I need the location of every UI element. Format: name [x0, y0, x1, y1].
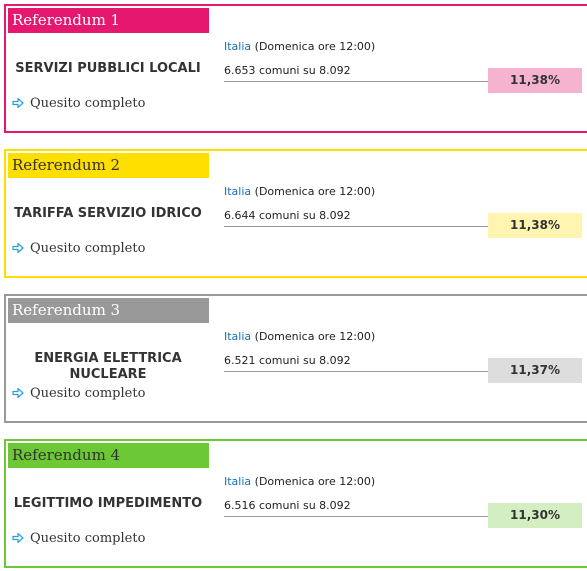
referendum-label: Referendum 2 [8, 153, 209, 178]
comuni-count: 6.521 comuni su 8.092 [224, 354, 351, 367]
turnout-percent: 11,37% [488, 358, 582, 383]
turnout-percent: 11,30% [488, 503, 582, 528]
region: Italia [224, 40, 252, 53]
region: Italia [224, 185, 252, 198]
time: (Domenica ore 12:00) [254, 40, 376, 53]
divider [224, 226, 488, 227]
referendum-card: Referendum 2 TARIFFA SERVIZIO IDRICO Quesi… [4, 149, 587, 278]
arrow-icon [12, 388, 24, 398]
time: (Domenica ore 12:00) [254, 330, 376, 343]
time: (Domenica ore 12:00) [254, 185, 376, 198]
full-question-link[interactable]: Quesito completo [30, 386, 146, 401]
region: Italia [224, 475, 252, 488]
divider [224, 81, 488, 82]
time-info: Italia (Domenica ore 12:00) [224, 185, 375, 198]
divider [224, 371, 488, 372]
referendum-title: LEGITTIMO IMPEDIMENTO [13, 496, 203, 511]
comuni-count: 6.644 comuni su 8.092 [224, 209, 351, 222]
referendum-title: SERVIZI PUBBLICI LOCALI [15, 61, 201, 76]
arrow-icon [12, 98, 24, 108]
referendum-card: Referendum 4 LEGITTIMO IMPEDIMENTO Quesito… [4, 439, 587, 568]
region: Italia [224, 330, 252, 343]
comuni-count: 6.516 comuni su 8.092 [224, 499, 351, 512]
time-info: Italia (Domenica ore 12:00) [224, 330, 375, 343]
divider [224, 516, 488, 517]
referendum-label: Referendum 3 [8, 298, 209, 323]
full-question-link[interactable]: Quesito completo [30, 241, 146, 256]
referendum-card: Referendum 3 ENERGIA ELETTRICA NUCLEARE Qu… [4, 294, 587, 423]
turnout-percent: 11,38% [488, 68, 582, 93]
full-question-link[interactable]: Quesito completo [30, 531, 146, 546]
full-question-link[interactable]: Quesito completo [30, 96, 146, 111]
time: (Domenica ore 12:00) [254, 475, 376, 488]
referendum-label: Referendum 1 [8, 8, 209, 33]
time-info: Italia (Domenica ore 12:00) [224, 40, 375, 53]
comuni-count: 6.653 comuni su 8.092 [224, 64, 351, 77]
referendum-title: ENERGIA ELETTRICA NUCLEARE [34, 351, 182, 382]
turnout-percent: 11,38% [488, 213, 582, 238]
arrow-icon [12, 243, 24, 253]
referendum-label: Referendum 4 [8, 443, 209, 468]
referendum-title: TARIFFA SERVIZIO IDRICO [14, 206, 202, 221]
time-info: Italia (Domenica ore 12:00) [224, 475, 375, 488]
referendum-card: Referendum 1 SERVIZI PUBBLICI LOCALI Quesi… [4, 4, 587, 133]
arrow-icon [12, 533, 24, 543]
